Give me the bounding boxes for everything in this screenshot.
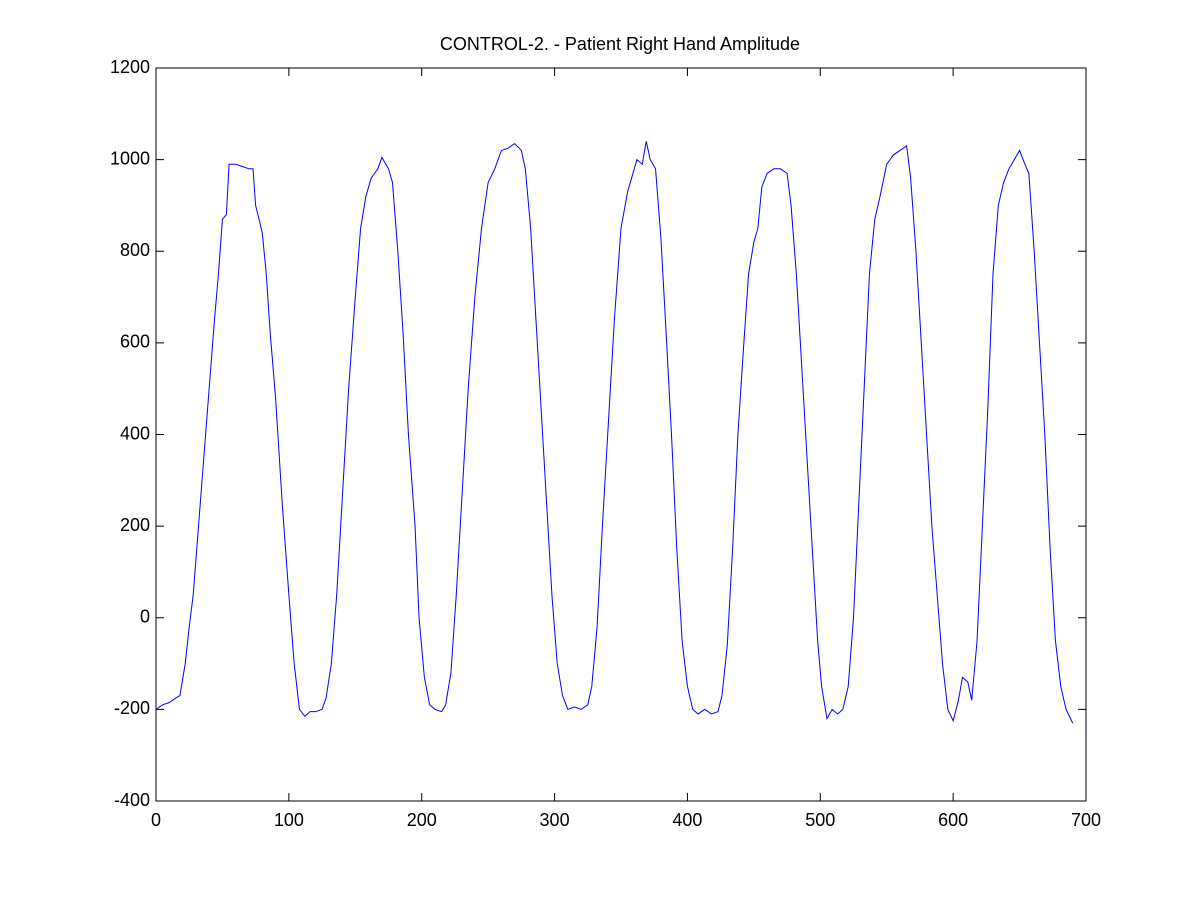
x-tick-label: 700 [1071, 810, 1101, 830]
x-tick-label: 100 [274, 810, 304, 830]
x-tick-label: 500 [805, 810, 835, 830]
y-tick-label: 800 [120, 240, 150, 260]
y-tick-label: -400 [114, 790, 150, 810]
y-tick-label: 600 [120, 332, 150, 352]
x-tick-label: 0 [151, 810, 161, 830]
x-tick-label: 600 [938, 810, 968, 830]
x-tick-label: 300 [540, 810, 570, 830]
chart-title: CONTROL-2. - Patient Right Hand Amplitud… [440, 34, 800, 54]
y-tick-label: 1200 [110, 57, 150, 77]
y-tick-label: 200 [120, 515, 150, 535]
x-tick-label: 400 [672, 810, 702, 830]
x-tick-label: 200 [407, 810, 437, 830]
data-line [155, 141, 1074, 724]
y-tick-label: 0 [140, 607, 150, 627]
y-tick-label: 400 [120, 423, 150, 443]
y-tick-label: -200 [114, 698, 150, 718]
y-tick-label: 1000 [110, 148, 150, 168]
